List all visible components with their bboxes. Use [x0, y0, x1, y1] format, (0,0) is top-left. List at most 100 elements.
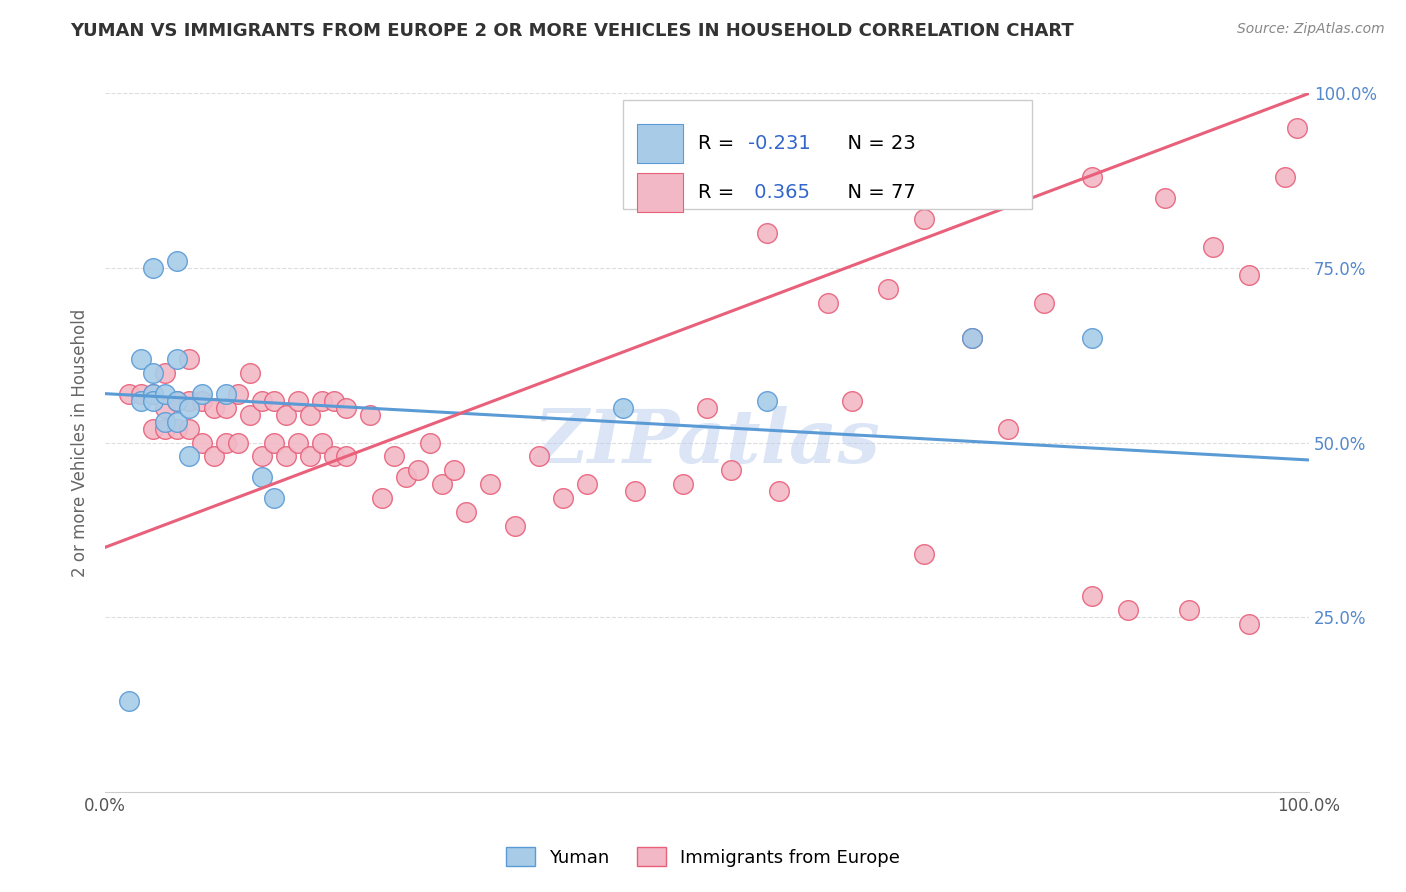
Point — [1237, 617, 1260, 632]
Point — [1274, 170, 1296, 185]
Point — [274, 450, 297, 464]
Point — [263, 435, 285, 450]
Point — [190, 386, 212, 401]
Text: 0.365: 0.365 — [748, 183, 810, 202]
Point — [456, 505, 478, 519]
Point — [876, 282, 898, 296]
Point — [817, 296, 839, 310]
Point — [155, 366, 177, 380]
Point — [335, 450, 357, 464]
Point — [479, 477, 502, 491]
Point — [406, 463, 429, 477]
Point — [142, 260, 165, 275]
Point — [166, 415, 188, 429]
Point — [298, 450, 321, 464]
Point — [155, 386, 177, 401]
Point — [1118, 603, 1140, 617]
Point — [250, 393, 273, 408]
Point — [912, 212, 935, 227]
Point — [179, 421, 201, 435]
Point — [395, 470, 418, 484]
Point — [696, 401, 718, 415]
Point — [1177, 603, 1199, 617]
Legend: Yuman, Immigrants from Europe: Yuman, Immigrants from Europe — [499, 840, 907, 874]
Point — [179, 450, 201, 464]
Point — [166, 393, 188, 408]
Point — [214, 435, 236, 450]
Point — [359, 408, 381, 422]
Point — [214, 386, 236, 401]
Point — [131, 351, 153, 366]
Bar — [637, 125, 683, 163]
Point — [672, 477, 695, 491]
Point — [250, 450, 273, 464]
Point — [323, 450, 346, 464]
Point — [142, 386, 165, 401]
Point — [190, 435, 212, 450]
Point — [166, 351, 188, 366]
Point — [142, 366, 165, 380]
Point — [226, 435, 249, 450]
Point — [311, 435, 333, 450]
Point — [419, 435, 441, 450]
Point — [263, 393, 285, 408]
Point — [1237, 268, 1260, 282]
Point — [202, 450, 225, 464]
Point — [179, 401, 201, 415]
Point — [287, 435, 309, 450]
Point — [142, 393, 165, 408]
Point — [179, 393, 201, 408]
Point — [551, 491, 574, 506]
Point — [335, 401, 357, 415]
Point — [527, 450, 550, 464]
Point — [960, 331, 983, 345]
Point — [214, 401, 236, 415]
Point — [1153, 191, 1175, 205]
Point — [274, 408, 297, 422]
Text: R =: R = — [697, 183, 740, 202]
Bar — [637, 173, 683, 211]
Point — [1081, 589, 1104, 603]
Point — [768, 484, 790, 499]
Point — [166, 421, 188, 435]
Point — [155, 421, 177, 435]
Point — [239, 366, 262, 380]
Point — [1081, 170, 1104, 185]
Y-axis label: 2 or more Vehicles in Household: 2 or more Vehicles in Household — [72, 309, 89, 576]
Point — [298, 408, 321, 422]
Point — [287, 393, 309, 408]
Point — [1202, 240, 1225, 254]
Point — [166, 393, 188, 408]
Point — [960, 331, 983, 345]
Point — [202, 401, 225, 415]
Point — [575, 477, 598, 491]
Point — [118, 386, 141, 401]
Point — [311, 393, 333, 408]
Point — [443, 463, 465, 477]
Point — [756, 393, 779, 408]
Text: Source: ZipAtlas.com: Source: ZipAtlas.com — [1237, 22, 1385, 37]
Point — [432, 477, 454, 491]
Point — [118, 694, 141, 708]
Point — [1081, 331, 1104, 345]
Point — [142, 421, 165, 435]
Point — [756, 226, 779, 240]
Point — [720, 170, 742, 185]
Point — [323, 393, 346, 408]
Point — [720, 463, 742, 477]
Point — [841, 393, 863, 408]
Point — [131, 393, 153, 408]
Point — [1033, 296, 1056, 310]
Point — [382, 450, 405, 464]
Point — [179, 351, 201, 366]
Point — [624, 484, 647, 499]
Point — [1286, 121, 1309, 136]
Point — [250, 470, 273, 484]
Point — [997, 421, 1019, 435]
Text: -0.231: -0.231 — [748, 134, 811, 153]
Point — [190, 393, 212, 408]
Text: N = 77: N = 77 — [835, 183, 915, 202]
FancyBboxPatch shape — [623, 100, 1032, 209]
Point — [155, 401, 177, 415]
Point — [371, 491, 394, 506]
